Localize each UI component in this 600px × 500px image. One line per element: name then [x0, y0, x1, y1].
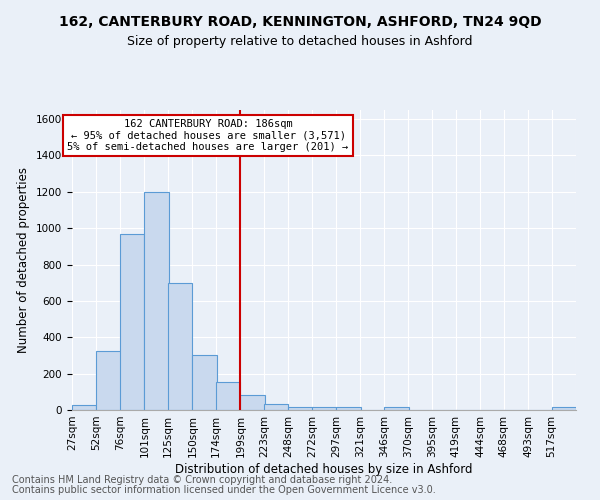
- Bar: [264, 404, 288, 410]
- Bar: [384, 406, 409, 410]
- Bar: [120, 234, 145, 410]
- Text: Size of property relative to detached houses in Ashford: Size of property relative to detached ho…: [127, 35, 473, 48]
- Text: Contains HM Land Registry data © Crown copyright and database right 2024.: Contains HM Land Registry data © Crown c…: [12, 475, 392, 485]
- Text: 162 CANTERBURY ROAD: 186sqm
← 95% of detached houses are smaller (3,571)
5% of s: 162 CANTERBURY ROAD: 186sqm ← 95% of det…: [67, 119, 349, 152]
- Bar: [551, 406, 576, 410]
- Text: Contains public sector information licensed under the Open Government Licence v3: Contains public sector information licen…: [12, 485, 436, 495]
- Bar: [288, 406, 313, 410]
- Bar: [168, 284, 193, 410]
- Y-axis label: Number of detached properties: Number of detached properties: [17, 167, 31, 353]
- Bar: [312, 408, 336, 410]
- Bar: [97, 351, 121, 410]
- Bar: [145, 192, 169, 410]
- Text: 162, CANTERBURY ROAD, KENNINGTON, ASHFORD, TN24 9QD: 162, CANTERBURY ROAD, KENNINGTON, ASHFOR…: [59, 15, 541, 29]
- Bar: [241, 396, 265, 410]
- X-axis label: Distribution of detached houses by size in Ashford: Distribution of detached houses by size …: [175, 462, 473, 475]
- Bar: [216, 382, 241, 410]
- Bar: [193, 354, 217, 410]
- Bar: [336, 408, 361, 410]
- Bar: [72, 404, 97, 410]
